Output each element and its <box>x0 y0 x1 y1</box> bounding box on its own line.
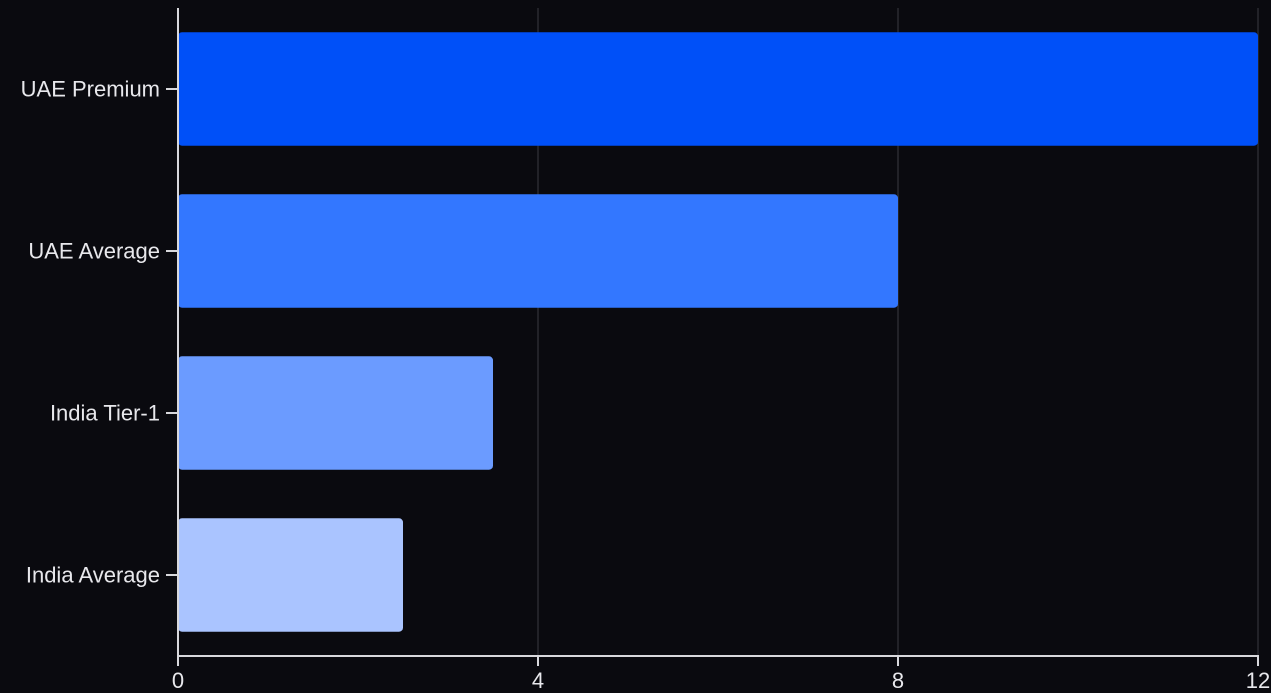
x-tick-label-0: 0 <box>172 668 184 693</box>
y-tick-label-1: UAE Average <box>28 239 160 264</box>
x-tick-label-1: 4 <box>532 668 544 693</box>
x-tick-label-2: 8 <box>892 668 904 693</box>
x-axis-ticks: 0 4 8 12 <box>172 656 1270 693</box>
y-tick-label-2: India Tier-1 <box>50 401 160 426</box>
bar-3 <box>178 518 403 632</box>
bar-2 <box>178 356 493 470</box>
axes <box>177 8 1259 657</box>
bar-1 <box>178 194 898 308</box>
x-tick-label-3: 12 <box>1246 668 1270 693</box>
bars <box>178 32 1258 632</box>
y-axis-ticks: UAE Premium UAE Average India Tier-1 India … <box>21 77 177 588</box>
y-tick-label-3: India Average <box>26 563 160 588</box>
y-tick-label-0: UAE Premium <box>21 77 160 102</box>
bar-0 <box>178 32 1258 146</box>
